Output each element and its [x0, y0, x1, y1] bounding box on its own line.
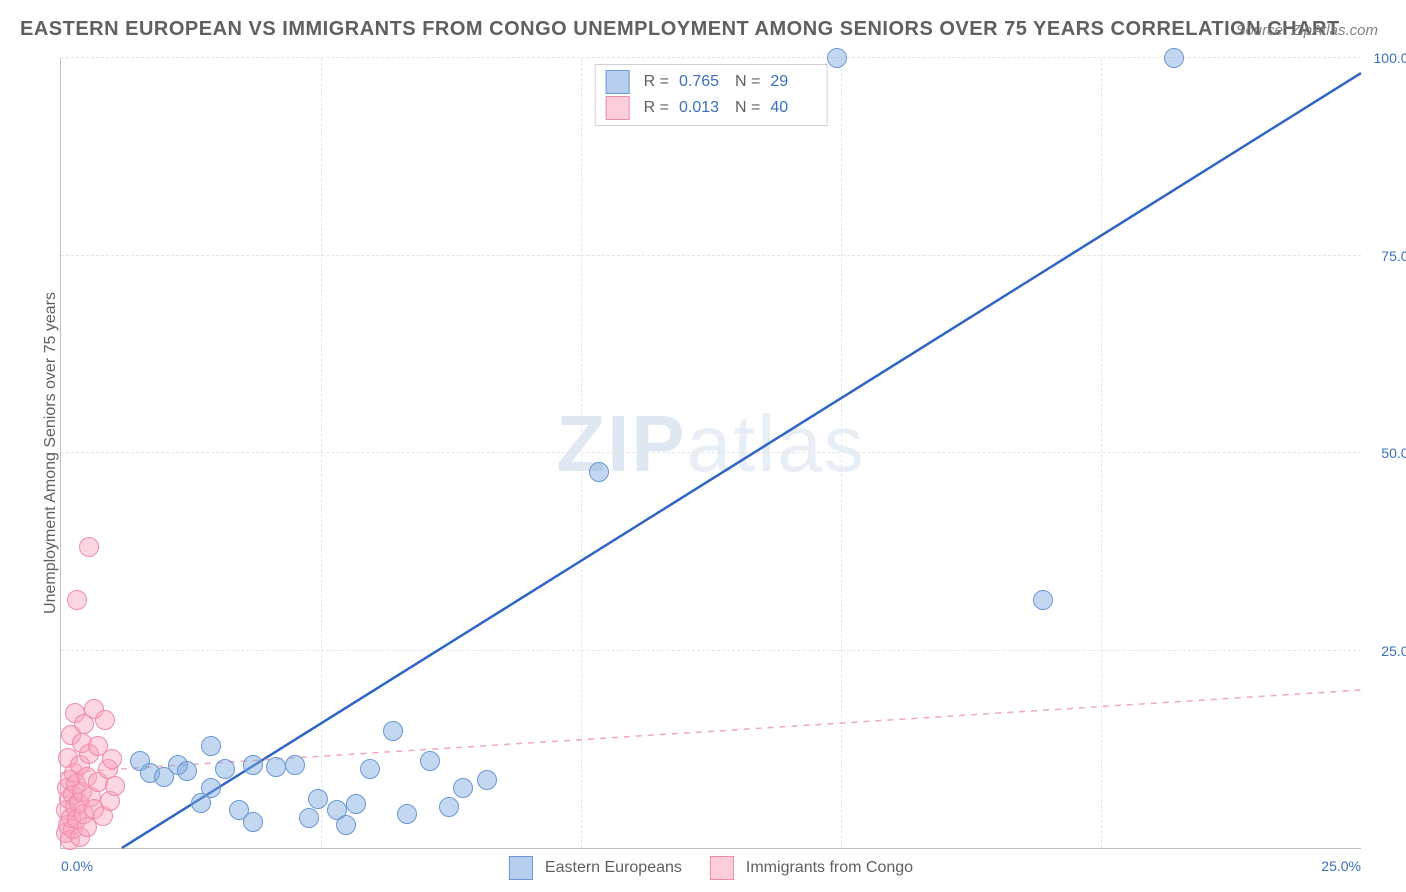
data-point: [397, 804, 417, 824]
source-label: Source: ZipAtlas.com: [1235, 22, 1378, 39]
gridline-vertical: [1101, 58, 1102, 848]
regression-line: [122, 73, 1361, 848]
data-point: [420, 751, 440, 771]
legend-item-pink: Immigrants from Congo: [710, 856, 913, 880]
gridline-vertical: [321, 58, 322, 848]
stat-n-label: N =: [735, 73, 760, 91]
gridline-horizontal: [61, 452, 1361, 453]
data-point: [477, 770, 497, 790]
data-point: [243, 812, 263, 832]
swatch-blue-icon: [606, 70, 630, 94]
stat-r-value-blue: 0.765: [679, 73, 725, 91]
chart-title: EASTERN EUROPEAN VS IMMIGRANTS FROM CONG…: [20, 18, 1340, 41]
data-point: [439, 797, 459, 817]
data-point: [1164, 48, 1184, 68]
stat-n-value-blue: 29: [770, 73, 816, 91]
legend-label-blue: Eastern Europeans: [545, 859, 682, 877]
stat-r-value-pink: 0.013: [679, 99, 725, 117]
plot-area: Unemployment Among Seniors over 75 years…: [60, 58, 1361, 849]
watermark-bold: ZIP: [556, 399, 686, 488]
data-point: [102, 749, 122, 769]
data-point: [243, 755, 263, 775]
gridline-horizontal: [61, 650, 1361, 651]
stat-r-label-2: R =: [644, 99, 669, 117]
legend-swatch-pink-icon: [710, 856, 734, 880]
data-point: [67, 590, 87, 610]
y-tick-label: 100.0%: [1374, 50, 1406, 66]
regression-lines: [61, 58, 1361, 848]
data-point: [177, 761, 197, 781]
data-point: [453, 778, 473, 798]
data-point: [201, 778, 221, 798]
stat-legend: R = 0.765 N = 29 R = 0.013 N = 40: [595, 64, 828, 126]
data-point: [201, 736, 221, 756]
data-point: [308, 789, 328, 809]
stat-legend-row-blue: R = 0.765 N = 29: [606, 69, 817, 95]
chart-container: EASTERN EUROPEAN VS IMMIGRANTS FROM CONG…: [0, 0, 1406, 892]
data-point: [383, 721, 403, 741]
legend-label-pink: Immigrants from Congo: [746, 859, 913, 877]
watermark-light: atlas: [687, 399, 866, 488]
data-point: [336, 815, 356, 835]
data-point: [266, 757, 286, 777]
y-tick-label: 25.0%: [1381, 643, 1406, 659]
data-point: [95, 710, 115, 730]
y-tick-label: 75.0%: [1381, 248, 1406, 264]
data-point: [1033, 590, 1053, 610]
stat-n-label-2: N =: [735, 99, 760, 117]
x-tick-label: 0.0%: [61, 858, 93, 874]
data-point: [105, 776, 125, 796]
gridline-horizontal: [61, 255, 1361, 256]
y-axis-label: Unemployment Among Seniors over 75 years: [42, 292, 60, 614]
data-point: [346, 794, 366, 814]
stat-legend-row-pink: R = 0.013 N = 40: [606, 95, 817, 121]
stat-n-value-pink: 40: [770, 99, 816, 117]
gridline-vertical: [581, 58, 582, 848]
y-tick-label: 50.0%: [1381, 445, 1406, 461]
gridline-vertical: [841, 58, 842, 848]
data-point: [215, 759, 235, 779]
x-tick-label: 25.0%: [1321, 858, 1361, 874]
data-point: [79, 537, 99, 557]
data-point: [299, 808, 319, 828]
data-point: [827, 48, 847, 68]
data-point: [285, 755, 305, 775]
swatch-pink-icon: [606, 96, 630, 120]
data-point: [360, 759, 380, 779]
series-legend: Eastern Europeans Immigrants from Congo: [509, 856, 913, 880]
legend-item-blue: Eastern Europeans: [509, 856, 682, 880]
stat-r-label: R =: [644, 73, 669, 91]
data-point: [589, 462, 609, 482]
legend-swatch-blue-icon: [509, 856, 533, 880]
